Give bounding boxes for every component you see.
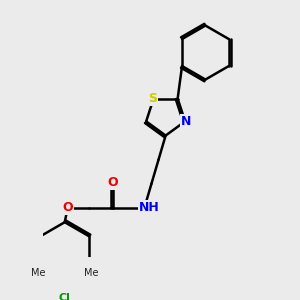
- Text: Me: Me: [84, 268, 99, 278]
- Text: NH: NH: [139, 202, 160, 214]
- Text: O: O: [108, 176, 118, 189]
- Text: Cl: Cl: [59, 292, 71, 300]
- Text: O: O: [62, 202, 73, 214]
- Text: N: N: [181, 115, 192, 128]
- Text: Me: Me: [31, 268, 45, 278]
- Text: S: S: [148, 92, 157, 105]
